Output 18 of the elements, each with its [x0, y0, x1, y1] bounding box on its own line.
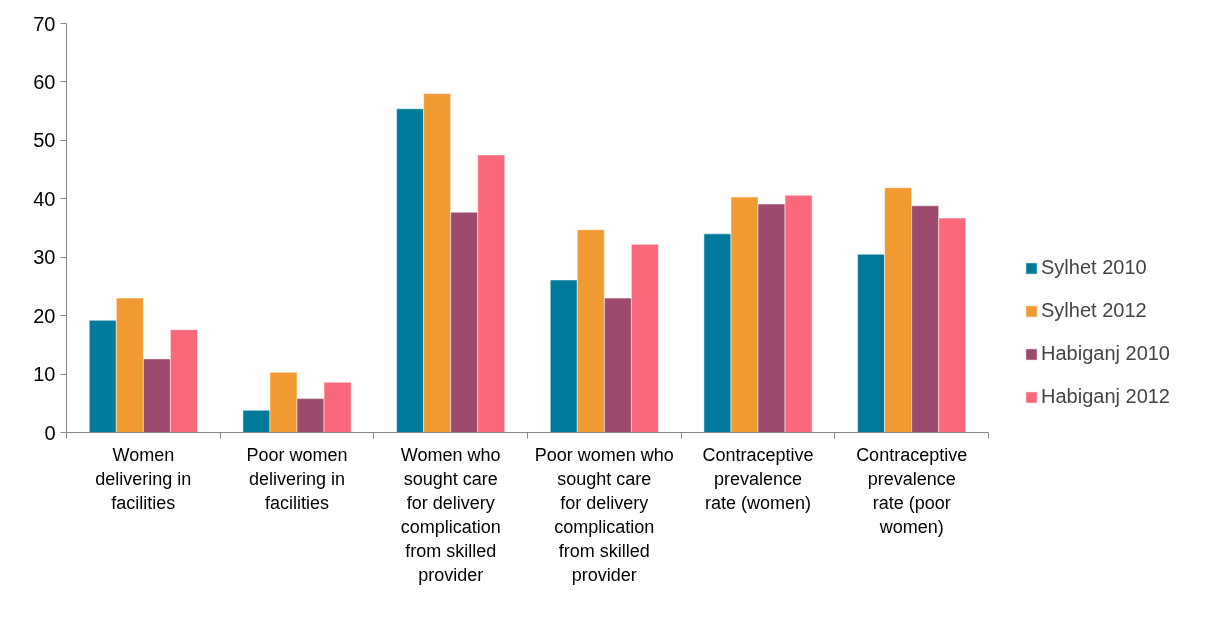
y-tick-label: 40	[33, 187, 56, 210]
y-tick-label: 20	[33, 304, 56, 327]
legend-label: Habiganj 2010	[1041, 342, 1170, 365]
x-tick-label: Women delivering in facilities	[95, 444, 192, 513]
legend-label: Habiganj 2012	[1041, 385, 1170, 408]
y-tick-label: 60	[33, 70, 56, 93]
y-tick-label: 70	[33, 12, 56, 35]
y-tick-label: 30	[33, 246, 56, 269]
y-tick-label: 50	[33, 129, 56, 152]
x-tick-label: Contraceptive prevalence rate (poor women)	[856, 444, 968, 537]
y-tick-label: 0	[44, 421, 56, 444]
x-tick-label: Women who sought care for delivery complication from skilled provider	[400, 444, 501, 585]
legend-label: Sylhet 2012	[1041, 299, 1147, 322]
x-tick-label: Poor women delivering in facilities	[246, 444, 348, 513]
y-tick-label: 10	[33, 363, 56, 386]
x-tick-label: Contraceptive prevalence rate (women)	[702, 444, 814, 513]
legend-label: Sylhet 2010	[1041, 256, 1147, 279]
x-tick-label: Poor women who sought care for delivery complication from skilled provider	[534, 444, 674, 585]
